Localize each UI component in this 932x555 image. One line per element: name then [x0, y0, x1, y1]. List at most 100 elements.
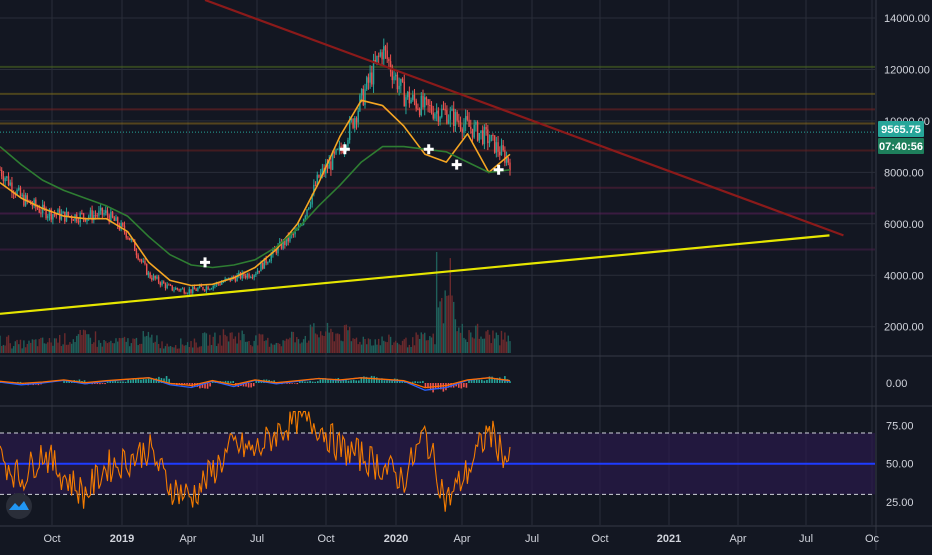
macd-histogram-bar	[368, 379, 370, 383]
macd-histogram-bar	[137, 378, 140, 383]
macd-histogram-bar	[78, 379, 81, 383]
volume-bar	[169, 346, 172, 353]
volume-bar	[453, 301, 455, 353]
volume-bar	[128, 346, 131, 353]
volume-bar	[224, 334, 226, 353]
candle-body	[376, 55, 378, 63]
volume-bar	[79, 329, 81, 353]
trendline[interactable]	[0, 234, 830, 315]
candle-body	[188, 289, 191, 294]
macd-histogram-bar	[94, 383, 96, 384]
candle-body	[497, 142, 499, 152]
candle-body	[234, 277, 237, 282]
volume-bar	[441, 297, 443, 353]
volume-bar	[316, 334, 318, 353]
volume-bar	[62, 344, 64, 353]
volume-bar	[323, 335, 325, 353]
candle-body	[2, 176, 5, 182]
volume-bar	[24, 347, 27, 353]
candle-body	[507, 157, 509, 163]
x-tick-label: Apr	[179, 533, 196, 545]
candle-body	[57, 209, 59, 215]
volume-bar	[434, 344, 436, 353]
x-tick-label: Oct	[591, 533, 608, 545]
volume-bar	[459, 332, 462, 353]
volume-bar	[381, 336, 383, 353]
trendlines[interactable]	[0, 0, 844, 315]
volume-bar	[164, 346, 167, 353]
candle-body	[52, 214, 54, 220]
macd-histogram-bar	[383, 380, 386, 383]
volume-bar	[91, 343, 93, 353]
volume-bar	[205, 333, 208, 353]
macd-histogram-bar	[432, 383, 434, 393]
candle-body	[53, 214, 56, 216]
volume-bar	[81, 334, 83, 353]
candle-body	[388, 58, 390, 62]
volume-bar	[48, 338, 51, 353]
candle-body	[473, 124, 475, 138]
macd-histogram-bar	[319, 379, 322, 383]
volume-bar	[502, 339, 504, 353]
volume-bar	[442, 323, 445, 353]
candle-body	[439, 117, 441, 122]
volume-bar	[198, 346, 201, 353]
candle-body	[35, 199, 37, 207]
volume-bar	[412, 337, 414, 353]
candle-body	[442, 108, 445, 110]
volume-bar	[463, 337, 465, 353]
volume-bar	[376, 344, 378, 353]
candle-body	[268, 260, 271, 263]
candle-body	[393, 76, 395, 81]
macd-histogram-bar	[478, 379, 481, 383]
candle-body	[89, 210, 92, 217]
macd-histogram-bar	[334, 378, 337, 383]
volume-bar	[499, 345, 501, 353]
candle-body	[236, 275, 238, 282]
volume-bar	[425, 340, 428, 353]
volume-bar	[347, 330, 349, 353]
volume-bar	[260, 334, 262, 353]
candle-body	[200, 285, 202, 287]
candle-body	[391, 71, 394, 81]
volume-bar	[197, 347, 199, 353]
macd-histogram-bar	[324, 378, 327, 383]
volume-bar	[384, 341, 387, 353]
macd-histogram-bar	[286, 383, 288, 384]
candle-body	[135, 251, 138, 256]
volume-bar	[311, 327, 313, 353]
macd-histogram-bar	[355, 380, 358, 383]
candle-body	[250, 277, 252, 279]
volume-bar	[290, 331, 293, 353]
last-price-badge: 9565.75	[878, 121, 924, 137]
macd-histogram-bar	[204, 383, 206, 389]
rsi-pane	[0, 411, 875, 512]
macd-histogram-bar	[109, 380, 112, 383]
trendline[interactable]	[204, 0, 844, 237]
candle-body	[319, 172, 322, 178]
candle-body	[459, 122, 462, 130]
candle-body	[466, 116, 469, 120]
candle-body	[110, 211, 112, 223]
macd-pane	[0, 375, 511, 393]
candle-body	[190, 289, 192, 293]
x-tick-label: 2021	[657, 533, 681, 545]
macd-histogram-bar	[468, 379, 470, 383]
candle-body	[282, 240, 284, 249]
candle-body	[371, 72, 373, 85]
macd-histogram-bar	[99, 383, 101, 385]
candle-body	[418, 109, 421, 116]
macd-histogram-bar	[347, 380, 350, 383]
candle-body	[444, 109, 446, 111]
candle-body	[379, 52, 382, 57]
candle-body	[128, 237, 131, 241]
macd-histogram-bar	[375, 377, 378, 383]
tradingview-logo-icon[interactable]	[6, 493, 32, 519]
candle-body	[120, 222, 122, 230]
macd-histogram-bar	[378, 378, 381, 383]
volume-bar	[386, 342, 388, 353]
candle-body	[463, 124, 465, 133]
moving-average-line[interactable]	[0, 99, 511, 287]
macd-histogram-bar	[252, 383, 255, 387]
